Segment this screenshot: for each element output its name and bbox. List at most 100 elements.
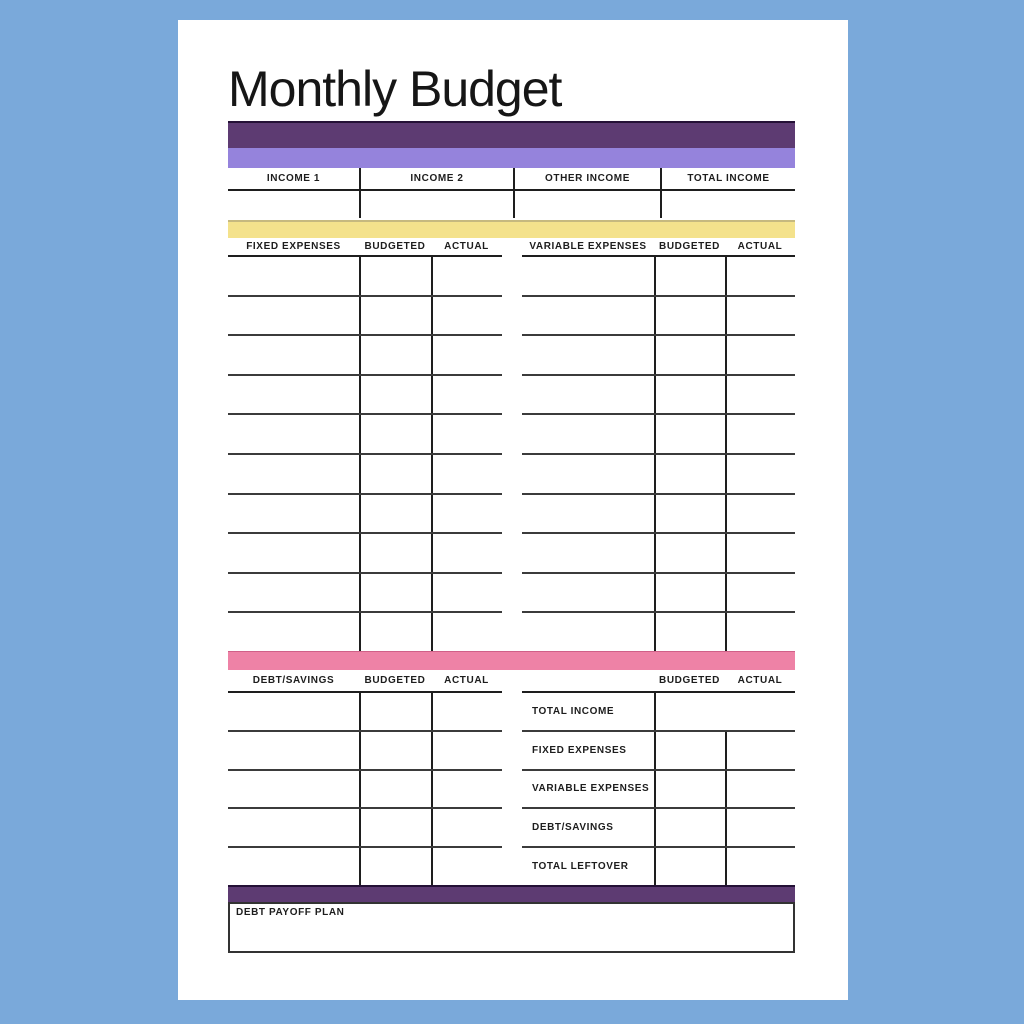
actual-cell[interactable]	[431, 336, 502, 374]
name-cell[interactable]	[228, 771, 359, 808]
variable-expense-row	[522, 534, 795, 574]
total-income-cell[interactable]	[660, 191, 795, 218]
debt-payoff-box[interactable]: DEBT PAYOFF PLAN	[228, 902, 795, 953]
budgeted-cell[interactable]	[359, 770, 431, 808]
name-cell[interactable]	[228, 455, 359, 493]
actual-cell[interactable]	[725, 494, 795, 533]
budgeted-cell[interactable]	[654, 336, 725, 374]
name-cell[interactable]	[522, 257, 654, 295]
summary-total-leftover-actual-cell[interactable]	[725, 848, 795, 885]
budgeted-cell[interactable]	[654, 454, 725, 493]
actual-cell[interactable]	[431, 693, 502, 730]
name-cell[interactable]	[522, 455, 654, 493]
name-cell[interactable]	[228, 613, 359, 651]
name-cell[interactable]	[228, 534, 359, 572]
actual-cell[interactable]	[725, 534, 795, 572]
budgeted-cell[interactable]	[654, 573, 725, 612]
name-cell[interactable]	[228, 848, 359, 885]
budgeted-cell[interactable]	[359, 731, 431, 769]
income1-cell[interactable]	[228, 191, 359, 218]
actual-cell[interactable]	[431, 613, 502, 651]
name-cell[interactable]	[522, 534, 654, 572]
name-cell[interactable]	[522, 376, 654, 414]
name-cell[interactable]	[228, 297, 359, 335]
variable-expense-row	[522, 454, 795, 495]
actual-cell[interactable]	[431, 848, 502, 885]
actual-cell[interactable]	[725, 573, 795, 612]
summary-debt-savings-budgeted-cell[interactable]	[654, 809, 725, 847]
budgeted-cell[interactable]	[359, 257, 431, 295]
budgeted-cell[interactable]	[359, 848, 431, 885]
name-cell[interactable]	[522, 495, 654, 533]
fixed-expense-row	[228, 494, 502, 535]
budgeted-cell[interactable]	[359, 336, 431, 374]
debt-savings-row	[228, 731, 502, 771]
name-cell[interactable]	[522, 415, 654, 453]
summary-fixed-expenses-actual-cell[interactable]	[725, 731, 795, 769]
name-cell[interactable]	[228, 574, 359, 612]
summary-variable-expenses-budgeted-cell[interactable]	[654, 770, 725, 808]
summary-total-income-actual-cell[interactable]	[725, 693, 795, 730]
summary-fixed-expenses-budgeted-cell[interactable]	[654, 731, 725, 769]
actual-cell[interactable]	[431, 809, 502, 847]
name-cell[interactable]	[228, 257, 359, 295]
actual-cell[interactable]	[725, 613, 795, 651]
name-cell[interactable]	[522, 613, 654, 651]
income-value-row	[228, 191, 795, 218]
actual-cell[interactable]	[725, 257, 795, 295]
actual-cell[interactable]	[431, 454, 502, 493]
name-cell[interactable]	[228, 732, 359, 769]
variable-expenses-header-row: VARIABLE EXPENSES BUDGETED ACTUAL	[522, 238, 795, 255]
budgeted-cell[interactable]	[654, 613, 725, 651]
actual-cell[interactable]	[725, 375, 795, 414]
income2-header: INCOME 2	[359, 168, 513, 189]
budgeted-cell[interactable]	[359, 415, 431, 453]
budgeted-cell[interactable]	[654, 415, 725, 453]
actual-cell[interactable]	[431, 375, 502, 414]
actual-cell[interactable]	[431, 257, 502, 295]
budgeted-cell[interactable]	[654, 494, 725, 533]
budgeted-cell[interactable]	[359, 693, 431, 730]
name-cell[interactable]	[228, 693, 359, 730]
budgeted-cell[interactable]	[359, 296, 431, 335]
other-income-cell[interactable]	[513, 191, 660, 218]
debt-section-bar-pink	[228, 651, 795, 670]
name-cell[interactable]	[522, 297, 654, 335]
budgeted-cell[interactable]	[359, 613, 431, 651]
budgeted-cell[interactable]	[654, 257, 725, 295]
name-cell[interactable]	[228, 809, 359, 846]
actual-cell[interactable]	[431, 731, 502, 769]
summary-debt-savings-actual-cell[interactable]	[725, 809, 795, 847]
budgeted-cell[interactable]	[359, 494, 431, 533]
name-cell[interactable]	[228, 415, 359, 453]
budgeted-cell[interactable]	[654, 534, 725, 572]
summary-variable-expenses-actual-cell[interactable]	[725, 770, 795, 808]
actual-cell[interactable]	[431, 770, 502, 808]
actual-cell[interactable]	[725, 336, 795, 374]
name-cell[interactable]	[228, 336, 359, 374]
actual-cell[interactable]	[725, 296, 795, 335]
actual-cell[interactable]	[725, 454, 795, 493]
summary-total-leftover-budgeted-cell[interactable]	[654, 848, 725, 885]
budgeted-cell[interactable]	[359, 573, 431, 612]
income2-cell[interactable]	[359, 191, 513, 218]
actual-cell[interactable]	[725, 415, 795, 453]
actual-cell[interactable]	[431, 534, 502, 572]
budgeted-cell[interactable]	[359, 809, 431, 847]
summary-fixed-expenses-label: FIXED EXPENSES	[532, 744, 627, 756]
name-cell[interactable]	[522, 574, 654, 612]
debt-savings-table	[228, 691, 502, 885]
budgeted-cell[interactable]	[654, 375, 725, 414]
name-cell[interactable]	[522, 336, 654, 374]
actual-cell[interactable]	[431, 415, 502, 453]
name-cell[interactable]	[228, 376, 359, 414]
actual-cell[interactable]	[431, 494, 502, 533]
budgeted-cell[interactable]	[654, 296, 725, 335]
summary-total-income-budgeted-cell[interactable]	[654, 693, 725, 730]
name-cell[interactable]	[228, 495, 359, 533]
budgeted-cell[interactable]	[359, 375, 431, 414]
budgeted-cell[interactable]	[359, 454, 431, 493]
actual-cell[interactable]	[431, 296, 502, 335]
budgeted-cell[interactable]	[359, 534, 431, 572]
actual-cell[interactable]	[431, 573, 502, 612]
